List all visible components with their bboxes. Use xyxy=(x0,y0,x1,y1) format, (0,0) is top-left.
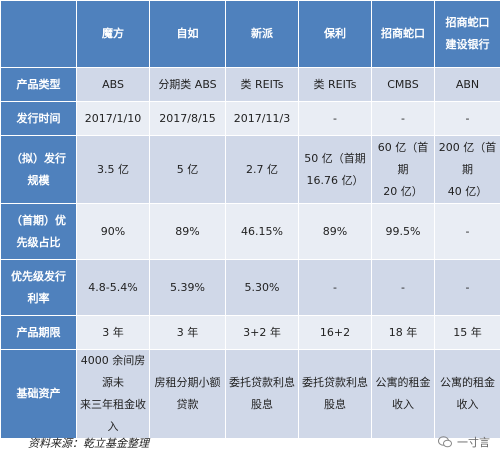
table-cell: 2017/11/3 xyxy=(225,101,299,136)
table-cell: - xyxy=(371,259,435,316)
table-cell: - xyxy=(434,101,500,136)
table-cell: 5.39% xyxy=(149,259,226,316)
row-header: 基础资产 xyxy=(0,349,77,439)
table-cell: 4.8-5.4% xyxy=(76,259,150,316)
table-cell: - xyxy=(371,101,435,136)
table-row: 产品类型 ABS 分期类 ABS 类 REITs 类 REITs CMBS ABN xyxy=(0,67,500,102)
table-row: 优先级发行 利率 4.8-5.4% 5.39% 5.30% - - - xyxy=(0,259,500,316)
watermark: 一寸言 xyxy=(437,434,490,450)
wechat-icon xyxy=(438,436,452,448)
table-cell: 3 年 xyxy=(76,315,150,350)
table-cell: 200 亿（首期 40 亿） xyxy=(434,135,500,204)
row-header: 产品期限 xyxy=(0,315,77,350)
table-cell: 公寓的租金 收入 xyxy=(434,349,500,439)
table-cell: 16+2 xyxy=(298,315,372,350)
header-col-6: 招商蛇口 建设银行 xyxy=(434,0,500,68)
table-cell: 89% xyxy=(149,203,226,260)
table-cell: 50 亿（首期 16.76 亿） xyxy=(298,135,372,204)
table-cell: 委托贷款利息 股息 xyxy=(298,349,372,439)
table-cell: 5 亿 xyxy=(149,135,226,204)
table-cell: 18 年 xyxy=(371,315,435,350)
table-row: 基础资产 4000 余间房源未 来三年租金收入 房租分期小额 贷款 委托贷款利息 股息 委托贷… xyxy=(0,349,500,439)
table-cell: 2017/1/10 xyxy=(76,101,150,136)
table-cell: 99.5% xyxy=(371,203,435,260)
table-cell: ABN xyxy=(434,67,500,102)
table-cell: 房租分期小额 贷款 xyxy=(149,349,226,439)
footer: 资料来源：乾立基金整理 一寸言 xyxy=(0,432,500,454)
header-col-2: 自如 xyxy=(149,0,226,68)
header-col-5: 招商蛇口 xyxy=(371,0,435,68)
table-cell: 类 REITs xyxy=(225,67,299,102)
table-cell: - xyxy=(298,259,372,316)
table-cell: 3 年 xyxy=(149,315,226,350)
table-cell: 5.30% xyxy=(225,259,299,316)
table-cell: 类 REITs xyxy=(298,67,372,102)
header-col-3: 新派 xyxy=(225,0,299,68)
watermark-text: 一寸言 xyxy=(457,436,490,449)
table-row: 发行时间 2017/1/10 2017/8/15 2017/11/3- - - xyxy=(0,101,500,136)
row-header: （拟）发行 规模 xyxy=(0,135,77,204)
header-col-4: 保利 xyxy=(298,0,372,68)
table-cell: 3.5 亿 xyxy=(76,135,150,204)
table-cell: - xyxy=(434,259,500,316)
table-row: （首期）优 先级占比 90% 89% 46.15% 89% 99.5% - xyxy=(0,203,500,260)
table-cell: 2.7 亿 xyxy=(225,135,299,204)
table-cell: 4000 余间房源未 来三年租金收入 xyxy=(76,349,150,439)
table-cell: - xyxy=(298,101,372,136)
table-cell: 46.15% xyxy=(225,203,299,260)
table-cell: - xyxy=(434,203,500,260)
table-cell: 60 亿（首期 20 亿） xyxy=(371,135,435,204)
table-cell: 公寓的租金 收入 xyxy=(371,349,435,439)
table-cell: 15 年 xyxy=(434,315,500,350)
data-table-wrapper: 魔方 自如 新派 保利 招商蛇口 招商蛇口 建设银行 产品类型 ABS 分期类 ABS… xyxy=(0,0,500,439)
table-cell: 分期类 ABS xyxy=(149,67,226,102)
header-row: 魔方 自如 新派 保利 招商蛇口 招商蛇口 建设银行 xyxy=(0,0,500,68)
source-note: 资料来源：乾立基金整理 xyxy=(28,437,149,450)
table-cell: 89% xyxy=(298,203,372,260)
table-cell: CMBS xyxy=(371,67,435,102)
header-col-1: 魔方 xyxy=(76,0,150,68)
table-cell: ABS xyxy=(76,67,150,102)
table-body: 产品类型 ABS 分期类 ABS 类 REITs 类 REITs CMBS ABN 发行时间 2… xyxy=(0,67,500,439)
header-corner xyxy=(0,0,77,68)
table-cell: 委托贷款利息 股息 xyxy=(225,349,299,439)
row-header: 产品类型 xyxy=(0,67,77,102)
row-header: （首期）优 先级占比 xyxy=(0,203,77,260)
row-header: 优先级发行 利率 xyxy=(0,259,77,316)
row-header: 发行时间 xyxy=(0,101,77,136)
table-cell: 2017/8/15 xyxy=(149,101,226,136)
table-cell: 90% xyxy=(76,203,150,260)
reit-comparison-table: 魔方 自如 新派 保利 招商蛇口 招商蛇口 建设银行 产品类型 ABS 分期类 ABS… xyxy=(0,0,500,439)
table-cell: 3+2 年 xyxy=(225,315,299,350)
